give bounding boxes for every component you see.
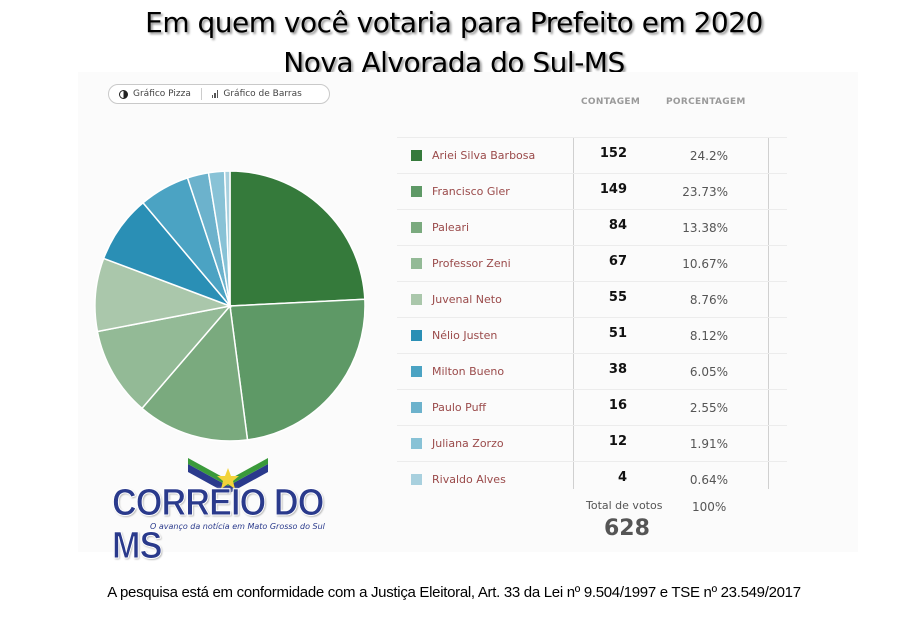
- candidate-name: Professor Zeni: [432, 257, 511, 270]
- pie-slice: [229, 170, 366, 307]
- vote-percent: 6.05%: [689, 365, 728, 379]
- candidate-name: Rivaldo Alves: [432, 473, 506, 486]
- legend-swatch-icon: [411, 294, 422, 305]
- vote-percent: 2.55%: [689, 401, 728, 415]
- vote-percent: 1.91%: [689, 437, 728, 451]
- total-percent: 100%: [692, 500, 727, 514]
- candidate-name: Francisco Gler: [432, 185, 510, 198]
- chart-title-line1: Em quem você votaria para Prefeito em 20…: [145, 6, 763, 39]
- candidate-name: Nélio Justen: [432, 329, 498, 342]
- candidate-name: Paulo Puff: [432, 401, 487, 414]
- pie-slice: [223, 170, 231, 307]
- vote-percent: 13.38%: [682, 221, 728, 235]
- vote-count: 51: [608, 326, 627, 341]
- legend-swatch-icon: [411, 402, 422, 413]
- vote-percent: 10.67%: [682, 257, 728, 271]
- legend-swatch-icon: [411, 438, 422, 449]
- column-divider: [768, 137, 769, 489]
- vote-percent: 8.12%: [689, 329, 728, 343]
- vote-count: 38: [608, 362, 627, 377]
- candidate-name: Juvenal Neto: [432, 293, 502, 306]
- candidate-name: Juliana Zorzo: [432, 437, 504, 450]
- column-header-percent: PORCENTAGEM: [666, 97, 746, 107]
- chart-type-toggle: Gráfico Pizza Gráfico de Barras: [108, 84, 330, 104]
- vote-count: 16: [608, 398, 627, 413]
- column-divider: [573, 137, 574, 489]
- pie-icon: [119, 89, 128, 99]
- vote-count: 152: [599, 146, 627, 161]
- vote-percent: 8.76%: [689, 293, 728, 307]
- correio-do-ms-logo: CORREIO DO MS O avanço da notícia em Mat…: [108, 458, 356, 568]
- legal-disclaimer: A pesquisa está em conformidade com a Ju…: [107, 584, 801, 601]
- toggle-divider: [200, 88, 202, 100]
- candidate-name: Milton Bueno: [432, 365, 505, 378]
- bar-chart-icon: [211, 90, 219, 98]
- results-table: Ariei Silva Barbosa 152 24.2% Francisco Gle…: [397, 137, 787, 497]
- pie-chart: [94, 170, 366, 442]
- legend-swatch-icon: [411, 258, 422, 269]
- table-row: Milton Bueno 38 6.05%: [397, 353, 787, 389]
- pie-chart-option[interactable]: Gráfico Pizza: [109, 89, 201, 99]
- legend-swatch-icon: [411, 150, 422, 161]
- table-row: Paulo Puff 16 2.55%: [397, 389, 787, 425]
- legend-swatch-icon: [411, 474, 422, 485]
- total-votes-label: Total de votos: [586, 499, 663, 512]
- vote-percent: 23.73%: [682, 185, 728, 199]
- total-votes-value: 628: [604, 516, 650, 541]
- logo-wing-icon: [188, 458, 268, 494]
- bar-chart-option[interactable]: Gráfico de Barras: [202, 89, 312, 99]
- pie-slice: [96, 304, 232, 410]
- candidate-name: Paleari: [432, 221, 470, 234]
- legend-swatch-icon: [411, 186, 422, 197]
- table-row: Francisco Gler 149 23.73%: [397, 173, 787, 209]
- vote-count: 55: [608, 290, 627, 305]
- vote-percent: 0.64%: [689, 473, 728, 487]
- candidate-name: Ariei Silva Barbosa: [432, 149, 536, 162]
- table-row: Juvenal Neto 55 8.76%: [397, 281, 787, 317]
- pie-slice: [229, 298, 366, 441]
- vote-count: 149: [599, 182, 627, 197]
- legend-swatch-icon: [411, 330, 422, 341]
- table-row: Paleari 84 13.38%: [397, 209, 787, 245]
- pie-slice: [140, 304, 249, 442]
- vote-percent: 24.2%: [689, 149, 728, 163]
- vote-count: 84: [608, 218, 627, 233]
- legend-swatch-icon: [411, 222, 422, 233]
- column-header-count: CONTAGEM: [581, 97, 641, 107]
- vote-count: 67: [608, 254, 627, 269]
- bar-option-label: Gráfico de Barras: [223, 89, 302, 99]
- table-row: Juliana Zorzo 12 1.91%: [397, 425, 787, 461]
- pie-option-label: Gráfico Pizza: [133, 89, 191, 99]
- table-row: Professor Zeni 67 10.67%: [397, 245, 787, 281]
- table-row: Rivaldo Alves 4 0.64%: [397, 461, 787, 497]
- vote-count: 4: [617, 470, 627, 485]
- table-row: Ariei Silva Barbosa 152 24.2%: [397, 137, 787, 173]
- table-row: Nélio Justen 51 8.12%: [397, 317, 787, 353]
- vote-count: 12: [608, 434, 627, 449]
- logo-tagline: O avanço da notícia em Mato Grosso do Su…: [150, 522, 325, 531]
- legend-swatch-icon: [411, 366, 422, 377]
- logo-text: CORREIO DO MS: [112, 482, 325, 568]
